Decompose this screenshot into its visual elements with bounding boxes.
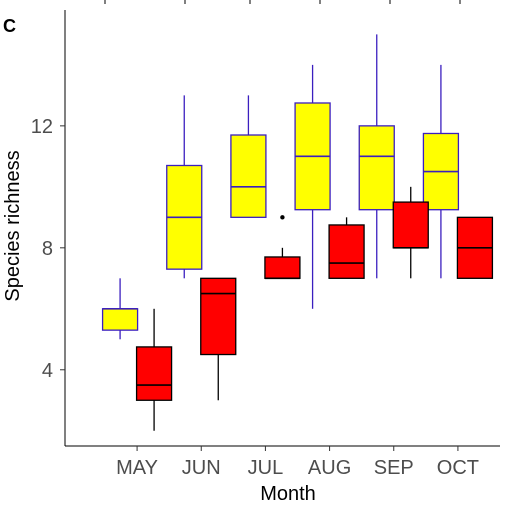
x-tick-label-jun: JUN [182, 457, 221, 479]
iqr-box-series-2-jun [200, 277, 237, 356]
y-axis-title: Species richness [2, 150, 24, 301]
box-series-1-oct [422, 64, 460, 279]
y-tick-label-8: 8 [42, 238, 53, 260]
iqr-box-series-2-jul [264, 256, 301, 279]
x-tick-label-aug: AUG [308, 457, 351, 479]
y-tick-label-4: 4 [42, 360, 53, 382]
x-axis-ticks: MAY JUN JUL AUG SEP OCT [116, 446, 479, 479]
box-series-2-aug [328, 217, 365, 279]
box-series-1-jul [230, 95, 267, 218]
outlier-point-series-2-jul-1 [280, 215, 285, 220]
x-tick-label-may: MAY [116, 457, 158, 479]
x-tick-label-oct: OCT [437, 457, 479, 479]
box-series-1-jun [166, 95, 203, 279]
box-series-2-may [135, 308, 173, 431]
x-axis-title: Month [260, 483, 316, 505]
x-tick-label-jul: JUL [248, 457, 284, 479]
x-tick-label-sep: SEP [374, 457, 414, 479]
iqr-box-series-1-may [101, 308, 139, 331]
box-plot-series [101, 34, 494, 431]
y-axis-ticks: 4 8 12 [31, 116, 65, 382]
iqr-box-series-1-jul [230, 134, 267, 218]
panel-top-ticks [104, 0, 461, 4]
iqr-box-series-1-sep [358, 125, 395, 211]
iqr-box-series-2-may [135, 346, 173, 401]
iqr-box-series-2-sep [392, 201, 429, 249]
box-series-2-jun [200, 277, 237, 401]
y-tick-label-12: 12 [31, 116, 53, 138]
panel-label: c [3, 16, 16, 36]
box-series-1-may [101, 278, 139, 340]
box-series-2-sep [392, 186, 429, 279]
box-series-1-sep [358, 34, 395, 279]
box-series-2-oct [456, 216, 494, 279]
box-series-2-jul [264, 215, 301, 280]
iqr-box-series-2-aug [328, 224, 365, 279]
box-series-1-aug [294, 64, 331, 309]
